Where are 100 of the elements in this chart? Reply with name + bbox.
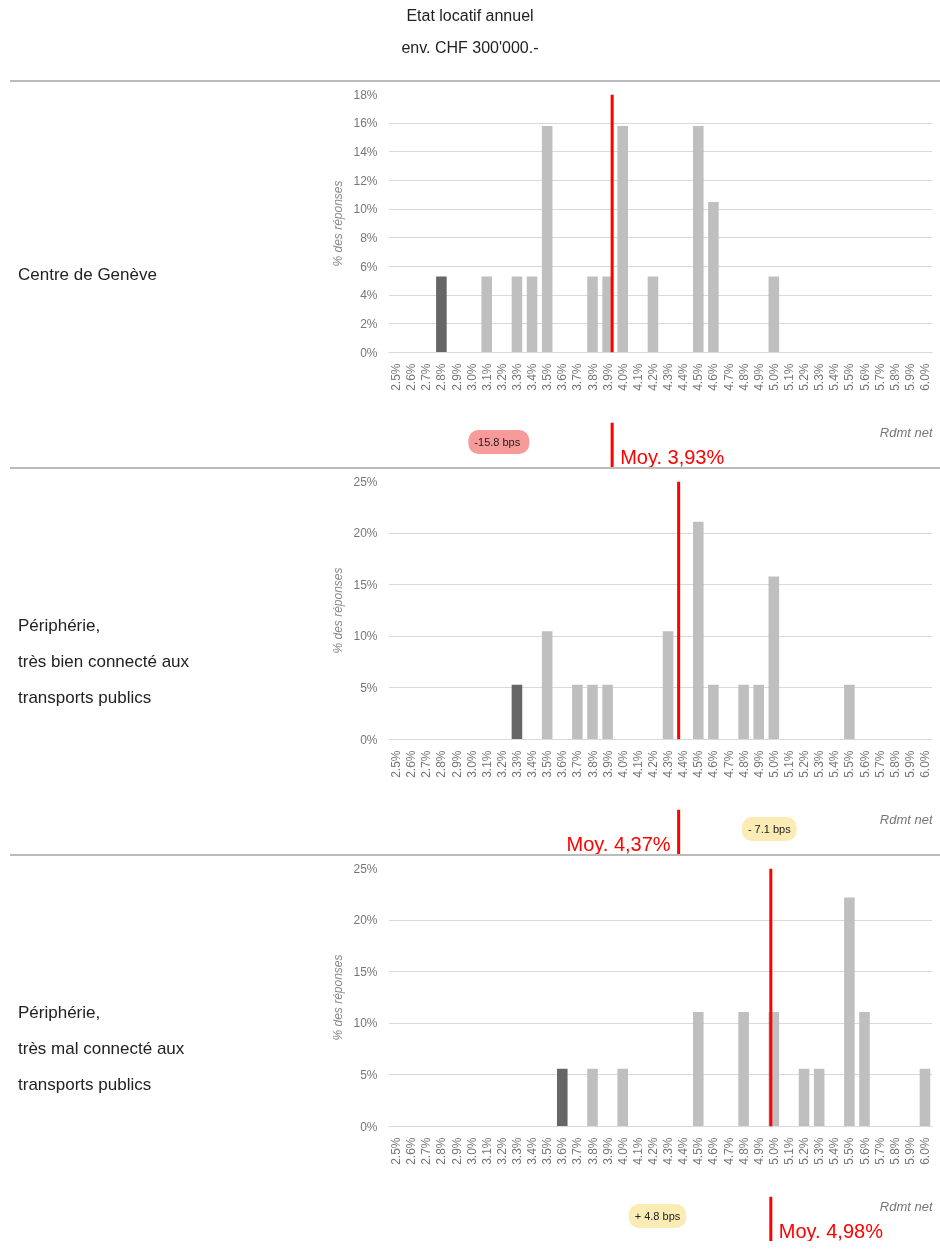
bar — [572, 684, 583, 740]
x-tick-label: 4.6% — [706, 363, 721, 391]
x-tick-label: 5.3% — [812, 363, 827, 391]
x-tick-label: 2.5% — [389, 1137, 404, 1165]
x-tick-label: 4.5% — [691, 750, 706, 778]
x-tick-label: 6.0% — [917, 1137, 932, 1165]
x-tick-label: 4.8% — [736, 1137, 751, 1165]
y-tick-label: 10% — [353, 629, 378, 644]
x-tick-label: 3.5% — [540, 1137, 555, 1165]
x-tick-label: 5.3% — [812, 1137, 827, 1165]
text: - 7.1 bps — [747, 823, 792, 835]
y-tick-label: 15% — [353, 964, 378, 979]
x-tick-label: 2.6% — [404, 363, 419, 391]
x-tick-label: 4.5% — [691, 363, 706, 391]
legend-label: Moy. 3,93% — [620, 445, 725, 468]
x-tick-label: 3.0% — [464, 1137, 479, 1165]
y-tick-label: 14% — [353, 144, 378, 159]
y-tick-label: 20% — [353, 913, 378, 928]
y-tick-label: 0% — [360, 345, 378, 360]
x-tick-label: 4.3% — [661, 363, 676, 391]
x-tick-label: 4.3% — [661, 750, 676, 778]
y-tick-label: 5% — [360, 680, 378, 695]
y-axis-title: % des réponses — [331, 180, 346, 267]
bar — [708, 202, 719, 353]
x-tick-label: 4.4% — [676, 363, 691, 391]
bar — [738, 684, 749, 740]
x-tick-label: 5.6% — [857, 1137, 872, 1165]
x-tick-label: 3.4% — [525, 363, 540, 391]
bar — [587, 1068, 598, 1127]
bar — [481, 276, 493, 353]
bar — [617, 1068, 629, 1127]
x-tick-label: 2.6% — [404, 1137, 419, 1165]
x-tick-label: 3.3% — [509, 363, 524, 391]
bar — [511, 276, 523, 353]
x-tick-label: 4.2% — [645, 750, 660, 778]
y-tick-label: 0% — [360, 732, 378, 747]
x-tick-label: 4.2% — [645, 1137, 660, 1165]
x-tick-label: 5.2% — [797, 1137, 812, 1165]
y-tick-label: 5% — [360, 1067, 378, 1082]
bar — [587, 276, 598, 353]
bar — [753, 684, 765, 740]
x-tick-label: 3.4% — [525, 1137, 540, 1165]
bar — [844, 897, 855, 1127]
x-tick-label: 4.4% — [676, 750, 691, 778]
bar — [526, 276, 538, 353]
bar — [511, 684, 523, 740]
x-tick-label: 3.6% — [555, 363, 570, 391]
x-tick-label: 5.4% — [827, 363, 842, 391]
x-tick-label: 5.1% — [781, 363, 796, 391]
bar — [602, 684, 613, 740]
x-tick-label: 5.5% — [842, 363, 857, 391]
y-tick-label: 25% — [353, 861, 378, 876]
x-tick-label: 4.5% — [691, 1137, 706, 1165]
x-tick-label: 3.3% — [509, 750, 524, 778]
x-tick-label: 5.8% — [887, 1137, 902, 1165]
x-tick-label: 4.8% — [736, 750, 751, 778]
x-tick-label: 3.1% — [479, 750, 494, 778]
x-tick-label: 3.6% — [555, 1137, 570, 1165]
x-tick-label: 3.5% — [540, 363, 555, 391]
x-tick-label: 2.8% — [434, 363, 449, 391]
x-axis-title: Rdmt net — [879, 424, 934, 440]
x-tick-label: 3.8% — [585, 750, 600, 778]
x-tick-label: 5.5% — [842, 750, 857, 778]
x-tick-label: 5.6% — [857, 750, 872, 778]
x-tick-label: 5.9% — [902, 1137, 917, 1165]
bar — [587, 684, 598, 740]
legend-label: Moy. 4,98% — [778, 1219, 884, 1242]
x-tick-label: 5.0% — [766, 363, 781, 391]
x-tick-label: 5.7% — [872, 1137, 887, 1165]
x-tick-label: 3.7% — [570, 750, 585, 778]
x-axis-title: Rdmt net — [879, 1198, 934, 1214]
x-tick-label: 6.0% — [917, 750, 932, 778]
x-tick-label: 4.9% — [751, 1137, 766, 1165]
x-tick-label: 5.8% — [887, 363, 902, 391]
x-tick-label: 5.2% — [797, 363, 812, 391]
x-tick-label: 4.8% — [736, 363, 751, 391]
text: Périphérie, très mal connecté aux transports publics — [18, 1001, 185, 1096]
x-tick-label: 2.9% — [449, 1137, 464, 1165]
x-tick-label: 5.0% — [766, 750, 781, 778]
x-tick-label: 4.0% — [615, 750, 630, 778]
x-tick-label: 4.0% — [615, 1137, 630, 1165]
x-tick-label: 5.7% — [872, 363, 887, 391]
x-tick-label: 2.7% — [419, 750, 434, 778]
x-tick-label: 3.2% — [494, 750, 509, 778]
x-tick-label: 5.9% — [902, 363, 917, 391]
x-tick-label: 4.0% — [615, 363, 630, 391]
bar — [859, 1011, 870, 1127]
x-tick-label: 2.7% — [419, 1137, 434, 1165]
x-tick-label: 5.6% — [857, 363, 872, 391]
x-tick-label: 3.0% — [464, 363, 479, 391]
x-tick-label: 3.2% — [494, 1137, 509, 1165]
y-tick-label: 6% — [360, 259, 378, 274]
x-tick-label: 4.6% — [706, 750, 721, 778]
text: Centre de Genève — [18, 263, 157, 286]
x-tick-label: 5.3% — [812, 750, 827, 778]
x-tick-label: 5.4% — [827, 750, 842, 778]
x-tick-label: 3.3% — [509, 1137, 524, 1165]
bar — [662, 631, 674, 740]
x-tick-label: 4.2% — [645, 363, 660, 391]
x-tick-label: 4.9% — [751, 750, 766, 778]
